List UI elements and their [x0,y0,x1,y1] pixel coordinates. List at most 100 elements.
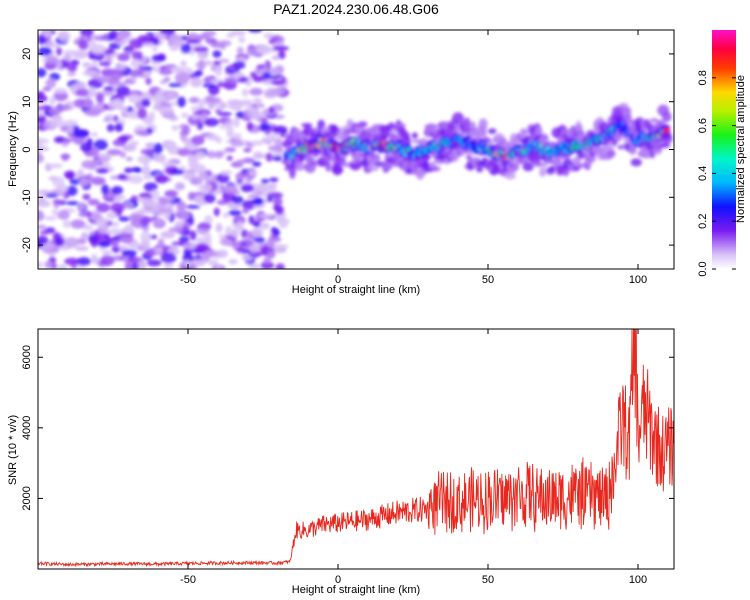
spectrogram-y-tick-label: 0 [21,146,33,152]
heatmap-cell [226,131,236,138]
heatmap-cell [67,65,78,72]
heatmap-cell [169,44,179,52]
heatmap-cell [222,184,238,194]
heatmap-cell [351,150,363,161]
heatmap-cell [111,185,124,195]
heatmap-cell [285,135,297,145]
heatmap-cell [263,256,272,264]
heatmap-cell [97,224,109,234]
heatmap-cell [317,119,326,131]
heatmap-cell [90,147,100,159]
heatmap-cell [191,135,205,146]
heatmap-cell [112,99,124,108]
snr-x-tick-label: 0 [335,574,341,586]
heatmap-cell [77,168,84,177]
heatmap-cell [432,166,441,172]
heatmap-cell [324,153,336,162]
heatmap-cell [253,153,269,159]
heatmap-cell [235,111,245,119]
heatmap-cell [479,128,487,138]
heatmap-cell [90,51,105,61]
heatmap-cell [57,263,68,269]
heatmap-cell [177,148,191,157]
heatmap-cell [236,220,244,231]
heatmap-cell [504,171,516,180]
heatmap-cell [242,157,256,164]
heatmap-cell [54,236,65,247]
spectrogram-heatmap [38,30,673,269]
heatmap-cell [140,148,156,155]
heatmap-cell [268,184,277,194]
heatmap-cell [87,86,96,98]
heatmap-cell [38,146,50,152]
heatmap-cell [90,176,106,186]
heatmap-cell [168,34,183,46]
heatmap-cell [207,259,219,266]
heatmap-cell [198,98,205,109]
heatmap-cell [213,60,222,65]
heatmap-cell [248,170,257,177]
heatmap-cell [248,113,263,121]
heatmap-cell [247,194,259,199]
heatmap-cell [163,261,174,269]
heatmap-cell [217,111,233,117]
heatmap-cell [76,256,92,266]
heatmap-cell [586,155,597,162]
heatmap-cell [95,167,109,174]
heatmap-cell [205,176,212,185]
heatmap-cell [266,238,275,249]
heatmap-cell [106,123,115,132]
heatmap-cell [67,71,76,77]
heatmap-cell [45,43,61,48]
heatmap-cell [122,201,134,209]
heatmap-cell [272,155,283,162]
heatmap-cell [201,112,208,119]
heatmap-cell [204,215,214,224]
heatmap-cell [106,211,118,219]
heatmap-cell [511,163,520,171]
heatmap-cell [661,111,672,122]
heatmap-cell [246,49,260,57]
heatmap-cell [193,259,206,267]
heatmap-cell [174,72,191,84]
heatmap-cell [39,230,51,235]
heatmap-cell [256,64,266,70]
heatmap-cell [226,103,238,109]
heatmap-cell [44,215,58,221]
heatmap-cell [128,140,139,147]
heatmap-cell [191,114,200,120]
heatmap-cell [44,260,53,269]
heatmap-cell [143,202,155,208]
heatmap-cell [238,76,249,83]
snr-series [38,329,674,568]
heatmap-cell [236,159,245,166]
heatmap-cell [148,36,160,43]
heatmap-cell [260,178,269,185]
heatmap-cell [192,47,209,52]
heatmap-cell [157,196,168,204]
heatmap-cell [235,172,245,182]
heatmap-cell [576,129,585,136]
heatmap-cell [111,246,121,253]
heatmap-cell [45,55,59,65]
heatmap-cell [164,190,178,197]
heatmap-cell [606,149,616,158]
heatmap-cell [429,160,437,168]
heatmap-cell [62,119,79,127]
heatmap-cell [101,184,110,195]
heatmap-cell [270,226,278,233]
heatmap-cell [478,118,488,131]
heatmap-cell [650,118,659,123]
heatmap-cell [215,136,223,144]
spectrogram-y-tick-label: -20 [21,237,33,253]
heatmap-cell [50,120,65,128]
heatmap-cell [241,88,249,97]
heatmap-cell [600,141,611,146]
heatmap-cell [522,162,534,172]
heatmap-cell [160,252,177,264]
heatmap-cell [258,213,272,219]
heatmap-cell [62,153,69,162]
heatmap-cell [174,182,186,191]
heatmap-cell [180,43,192,54]
heatmap-cell [41,243,56,249]
